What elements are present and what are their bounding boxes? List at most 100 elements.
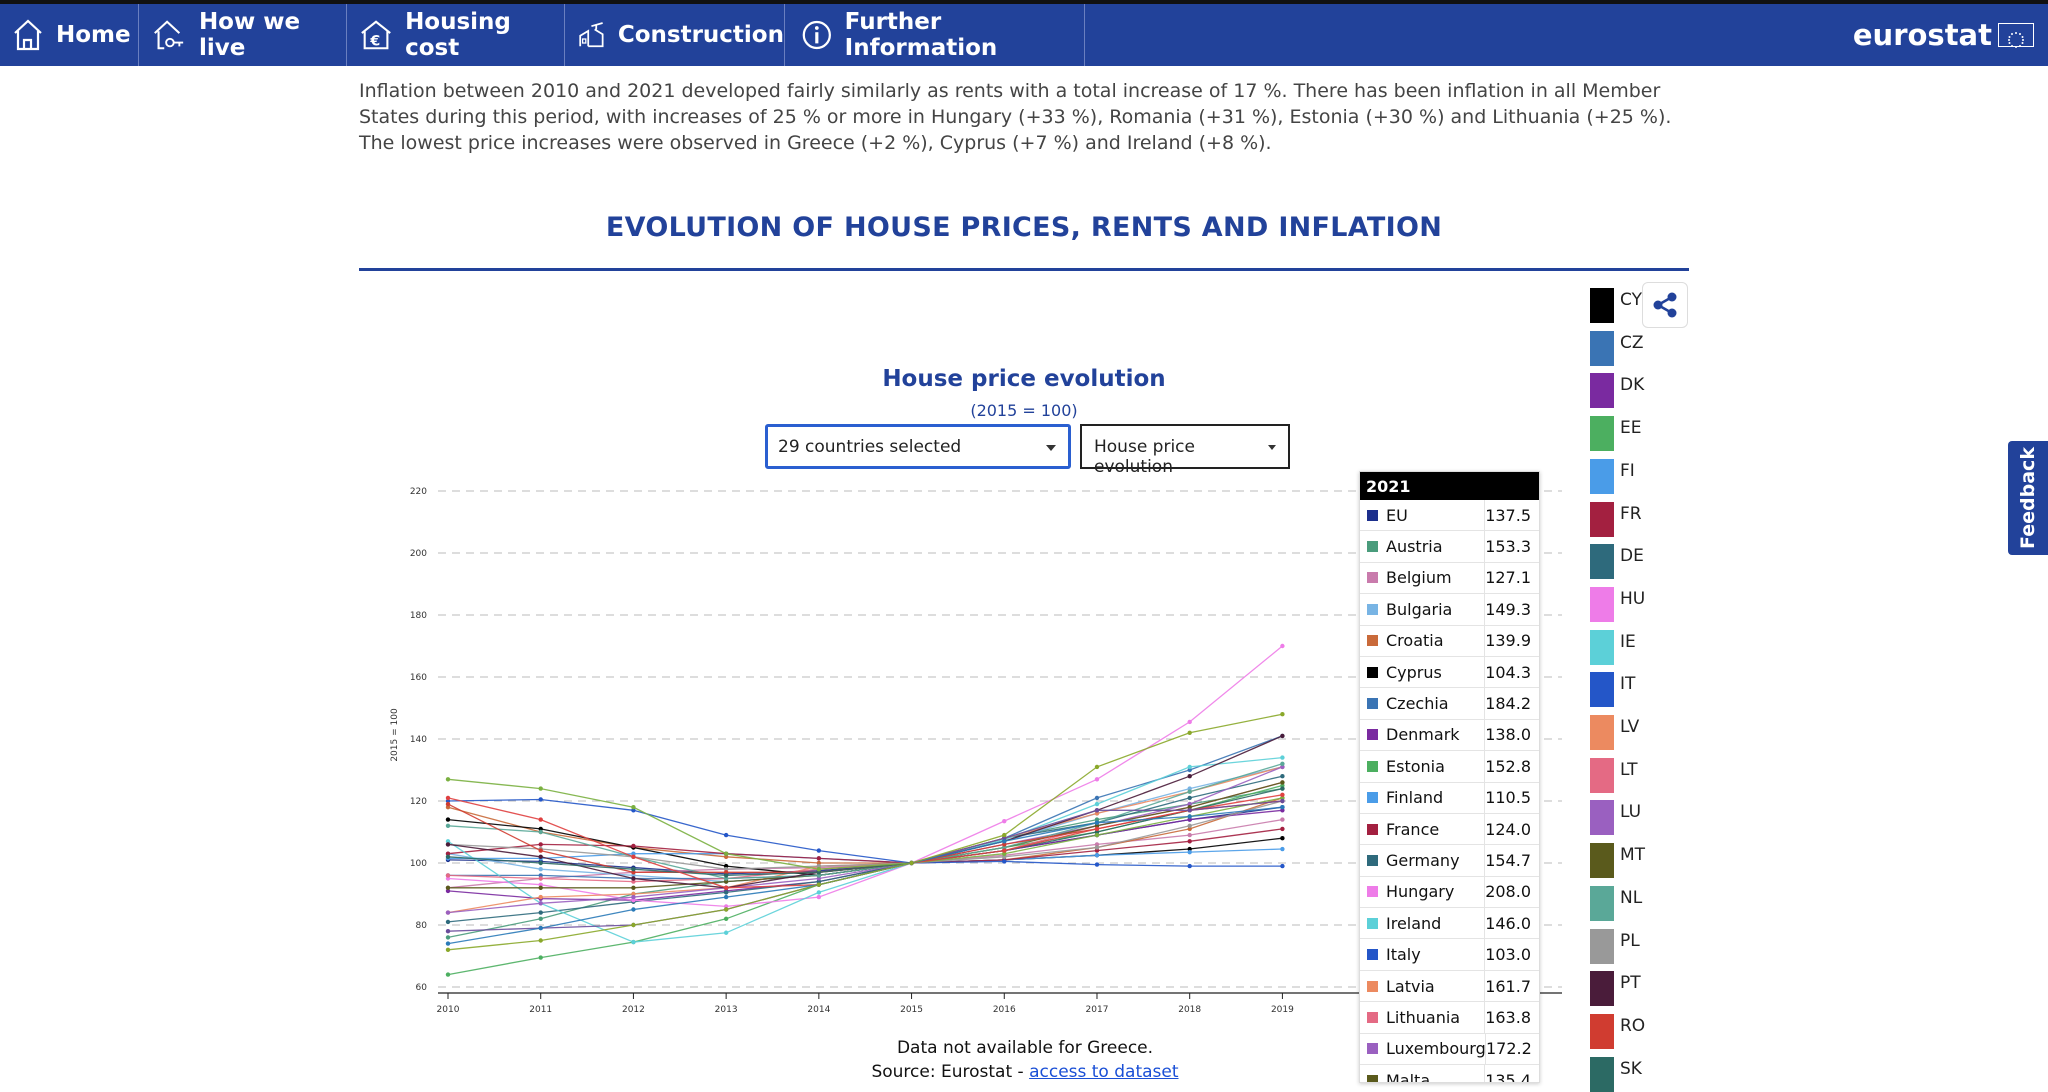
data-point[interactable] — [1002, 859, 1007, 864]
data-point[interactable] — [1280, 846, 1285, 852]
data-point[interactable] — [1094, 853, 1100, 858]
data-point[interactable] — [1187, 730, 1192, 735]
data-point[interactable] — [631, 873, 636, 878]
data-point[interactable] — [631, 922, 636, 928]
data-point[interactable] — [1094, 820, 1100, 825]
data-point[interactable] — [816, 879, 822, 884]
data-point[interactable] — [1094, 848, 1100, 853]
data-point[interactable] — [1094, 801, 1100, 807]
data-point[interactable] — [816, 856, 822, 861]
data-point[interactable] — [538, 786, 543, 791]
nav-further-information[interactable]: Further Information — [785, 4, 1085, 66]
series-line-hungary[interactable] — [447, 645, 1283, 908]
country-select-dropdown[interactable]: 29 countries selected — [765, 424, 1071, 469]
data-point[interactable] — [1280, 712, 1285, 717]
data-point[interactable] — [723, 870, 729, 875]
data-point[interactable] — [1280, 795, 1285, 801]
data-point[interactable] — [1280, 817, 1285, 822]
legend-item-it[interactable]: IT — [1590, 672, 1635, 708]
data-point[interactable] — [723, 854, 729, 859]
data-point[interactable] — [816, 870, 822, 875]
data-point[interactable] — [538, 955, 543, 960]
data-point[interactable] — [445, 972, 451, 977]
data-point[interactable] — [1280, 805, 1285, 810]
data-point[interactable] — [816, 860, 822, 866]
legend-item-ie[interactable]: IE — [1590, 629, 1636, 665]
data-point[interactable] — [723, 885, 729, 890]
data-point[interactable] — [631, 898, 636, 903]
legend-item-fi[interactable]: FI — [1590, 458, 1635, 494]
data-point[interactable] — [1187, 764, 1192, 770]
data-point[interactable] — [631, 854, 636, 859]
legend-item-fr[interactable]: FR — [1590, 501, 1642, 537]
legend-item-mt[interactable]: MT — [1590, 843, 1645, 879]
data-point[interactable] — [1094, 845, 1100, 850]
data-point[interactable] — [1280, 643, 1285, 649]
data-point[interactable] — [816, 867, 822, 872]
share-button[interactable] — [1642, 282, 1688, 328]
indicator-select-dropdown[interactable]: House price evolution — [1080, 424, 1290, 477]
data-point[interactable] — [445, 798, 451, 804]
data-point[interactable] — [1002, 839, 1007, 844]
data-point[interactable] — [816, 890, 822, 895]
data-point[interactable] — [538, 873, 543, 878]
series-line-italy[interactable] — [447, 798, 1283, 867]
data-point[interactable] — [538, 885, 543, 890]
series-line-germany[interactable] — [447, 775, 1283, 923]
data-point[interactable] — [1002, 836, 1007, 841]
data-point[interactable] — [1187, 832, 1192, 838]
data-point[interactable] — [445, 777, 451, 782]
data-point[interactable] — [1187, 846, 1192, 852]
data-point[interactable] — [538, 916, 543, 921]
data-point[interactable] — [723, 851, 729, 856]
data-point[interactable] — [1187, 774, 1192, 779]
data-point[interactable] — [538, 842, 543, 847]
data-point[interactable] — [631, 851, 636, 856]
data-point[interactable] — [723, 876, 729, 881]
legend-item-pl[interactable]: PL — [1590, 928, 1640, 964]
data-point[interactable] — [723, 867, 729, 872]
data-point[interactable] — [1187, 767, 1192, 773]
data-point[interactable] — [445, 888, 451, 894]
data-point[interactable] — [1280, 774, 1285, 779]
data-point[interactable] — [1094, 808, 1100, 813]
data-point[interactable] — [723, 916, 729, 921]
data-point[interactable] — [723, 873, 729, 878]
data-point[interactable] — [1280, 733, 1285, 739]
data-point[interactable] — [816, 894, 822, 900]
data-point[interactable] — [1280, 798, 1285, 804]
data-point[interactable] — [723, 930, 729, 935]
data-point[interactable] — [1094, 811, 1100, 816]
series-line-luxembourg[interactable] — [447, 766, 1283, 914]
data-point[interactable] — [723, 904, 729, 909]
series-line-belgium[interactable] — [447, 818, 1283, 889]
data-point[interactable] — [538, 829, 543, 835]
data-point[interactable] — [538, 910, 543, 915]
data-point[interactable] — [1094, 817, 1100, 822]
data-point[interactable] — [445, 947, 451, 952]
data-point[interactable] — [445, 873, 451, 878]
data-point[interactable] — [723, 894, 729, 900]
data-point[interactable] — [538, 925, 543, 931]
series-line-iceland[interactable] — [447, 713, 1283, 951]
data-point[interactable] — [1187, 789, 1192, 794]
series-line-denmark[interactable] — [447, 809, 1283, 901]
series-line-slovenia[interactable] — [447, 778, 1283, 870]
data-point[interactable] — [445, 876, 451, 881]
data-point[interactable] — [538, 938, 543, 943]
nav-how-we-live[interactable]: How we live — [139, 4, 347, 66]
data-point[interactable] — [538, 867, 543, 872]
data-point[interactable] — [445, 851, 451, 856]
series-line-ireland[interactable] — [447, 756, 1283, 943]
legend-item-cz[interactable]: CZ — [1590, 330, 1644, 366]
data-point[interactable] — [1094, 823, 1100, 828]
legend-item-dk[interactable]: DK — [1590, 373, 1644, 409]
data-point[interactable] — [1094, 777, 1100, 782]
nav-construction[interactable]: Construction — [565, 4, 785, 66]
data-point[interactable] — [1187, 814, 1192, 819]
nav-housing-cost[interactable]: € Housing cost — [347, 4, 565, 66]
series-line-poland[interactable] — [447, 800, 1283, 870]
data-point[interactable] — [445, 929, 451, 934]
data-point[interactable] — [538, 876, 543, 881]
